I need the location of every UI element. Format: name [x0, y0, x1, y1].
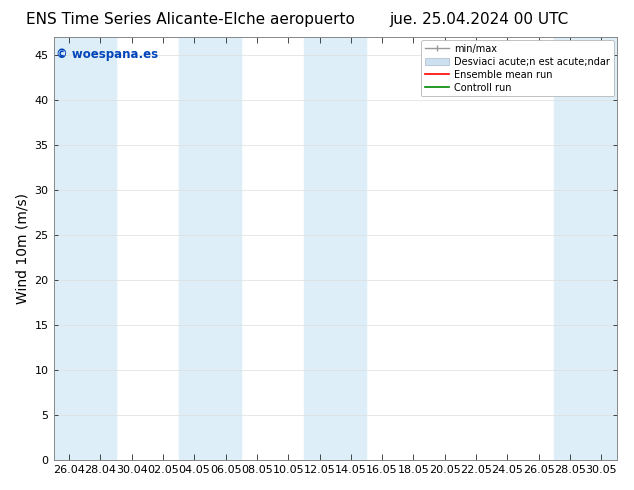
Text: jue. 25.04.2024 00 UTC: jue. 25.04.2024 00 UTC	[389, 12, 568, 27]
Legend: min/max, Desviaci acute;n est acute;ndar, Ensemble mean run, Controll run: min/max, Desviaci acute;n est acute;ndar…	[421, 40, 614, 97]
Bar	[554, 37, 617, 460]
Bar	[53, 37, 116, 460]
Text: © woespana.es: © woespana.es	[56, 48, 158, 61]
Bar	[304, 37, 366, 460]
Y-axis label: Wind 10m (m/s): Wind 10m (m/s)	[15, 193, 29, 304]
Text: ENS Time Series Alicante-Elche aeropuerto: ENS Time Series Alicante-Elche aeropuert…	[26, 12, 354, 27]
Bar	[179, 37, 242, 460]
